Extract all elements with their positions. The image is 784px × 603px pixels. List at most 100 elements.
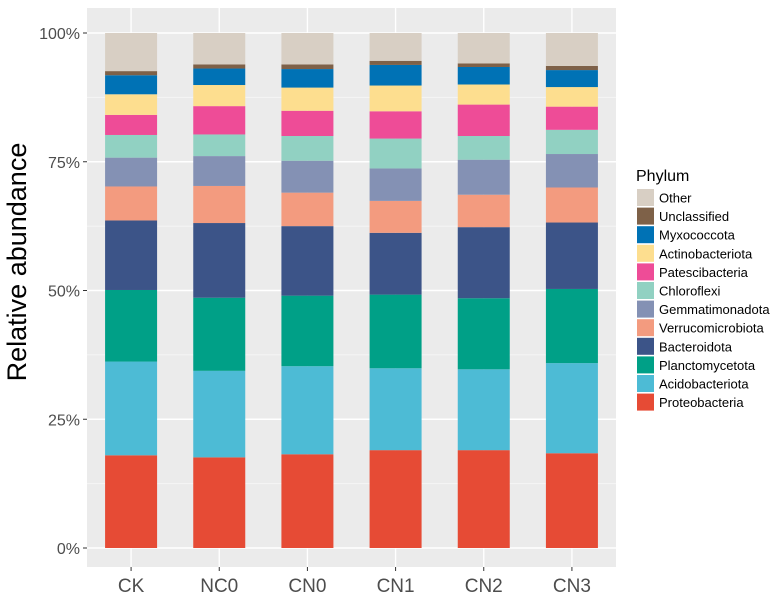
bar-segment-gemmatimonadota-cn1 bbox=[369, 168, 422, 201]
bar-segment-patescibacteria-cn2 bbox=[457, 104, 510, 136]
bar-segment-planctomycetota-ck bbox=[105, 289, 158, 362]
bar-segment-actinobacteriota-cn3 bbox=[545, 87, 598, 107]
x-tick-label: CK bbox=[118, 576, 145, 597]
bar-segment-other-cn0 bbox=[281, 33, 334, 65]
bar-segment-proteobacteria-cn3 bbox=[545, 453, 598, 548]
bar-segment-bacteroidota-cn2 bbox=[457, 227, 510, 299]
bar-segment-acidobacteriota-cn3 bbox=[545, 363, 598, 454]
y-tick-label: 75% bbox=[48, 155, 80, 172]
bar-segment-acidobacteriota-ck bbox=[105, 361, 158, 456]
bar-segment-unclassified-cn2 bbox=[457, 63, 510, 67]
bar-segment-chloroflexi-nc0 bbox=[193, 134, 246, 157]
bar-segment-unclassified-cn1 bbox=[369, 60, 422, 65]
legend-swatch bbox=[637, 207, 654, 225]
legend-swatch bbox=[637, 319, 654, 337]
x-tick-label: CN3 bbox=[553, 576, 591, 597]
bar-segment-patescibacteria-cn1 bbox=[369, 111, 422, 139]
bar-segment-actinobacteriota-cn0 bbox=[281, 87, 334, 111]
bar-segment-verrucomicrobiota-cn1 bbox=[369, 200, 422, 233]
x-tick-label: NC0 bbox=[200, 576, 238, 597]
bar-segment-gemmatimonadota-cn0 bbox=[281, 160, 334, 193]
x-tick-label: CN1 bbox=[377, 576, 415, 597]
bar-segment-patescibacteria-ck bbox=[105, 114, 158, 135]
bar-segment-myxococcota-cn0 bbox=[281, 69, 334, 88]
bar-segment-actinobacteriota-nc0 bbox=[193, 85, 246, 107]
bar-segment-chloroflexi-ck bbox=[105, 134, 158, 158]
x-axis: CK NC0 CN0 CN1 CN2 CN3 bbox=[118, 567, 591, 597]
legend-swatch bbox=[637, 375, 654, 392]
legend-label: Other bbox=[659, 191, 692, 206]
bar-segment-unclassified-cn0 bbox=[281, 64, 334, 70]
bar-segment-actinobacteriota-cn2 bbox=[457, 84, 510, 105]
bar-segment-chloroflexi-cn2 bbox=[457, 136, 510, 160]
legend-swatch bbox=[637, 300, 654, 318]
legend-swatch bbox=[637, 263, 654, 281]
legend-swatch bbox=[637, 393, 654, 411]
bar-segment-proteobacteria-nc0 bbox=[193, 457, 246, 548]
legend-swatch bbox=[637, 282, 654, 299]
x-tick-label: CN2 bbox=[465, 576, 503, 597]
legend-label: Planctomycetota bbox=[659, 358, 756, 373]
bar-segment-bacteroidota-nc0 bbox=[193, 223, 246, 298]
legend: Phylum Other Unclassified Myxococcota Actin… bbox=[636, 168, 770, 411]
bar-segment-planctomycetota-nc0 bbox=[193, 297, 246, 371]
legend-label: Proteobacteria bbox=[659, 395, 744, 410]
bar-segment-patescibacteria-nc0 bbox=[193, 106, 246, 135]
bar-segment-unclassified-cn3 bbox=[545, 65, 598, 71]
bar-segment-planctomycetota-cn3 bbox=[545, 288, 598, 364]
legend-label: Myxococcota bbox=[659, 228, 736, 243]
bar-segment-acidobacteriota-cn0 bbox=[281, 366, 334, 455]
bar-segment-gemmatimonadota-ck bbox=[105, 157, 158, 187]
bar-segment-gemmatimonadota-cn3 bbox=[545, 154, 598, 188]
bar-segment-other-nc0 bbox=[193, 33, 246, 65]
bar-segment-proteobacteria-cn0 bbox=[281, 454, 334, 548]
y-tick-label: 50% bbox=[48, 284, 80, 301]
bar-segment-chloroflexi-cn3 bbox=[545, 129, 598, 155]
bar-segment-acidobacteriota-cn2 bbox=[457, 369, 510, 451]
bar-segment-planctomycetota-cn1 bbox=[369, 294, 422, 369]
bar-segment-verrucomicrobiota-nc0 bbox=[193, 185, 246, 224]
x-tick-label: CN0 bbox=[288, 576, 326, 597]
bar-segment-other-cn2 bbox=[457, 33, 510, 64]
bar-segment-myxococcota-cn2 bbox=[457, 66, 510, 85]
bar-segment-myxococcota-ck bbox=[105, 75, 158, 95]
bar-segment-acidobacteriota-cn1 bbox=[369, 368, 422, 451]
legend-label: Verrucomicrobiota bbox=[659, 321, 765, 336]
legend-label: Gemmatimonadota bbox=[659, 302, 770, 317]
bars-group bbox=[105, 33, 598, 548]
bar-segment-bacteroidota-cn0 bbox=[281, 226, 334, 296]
bar-segment-acidobacteriota-nc0 bbox=[193, 370, 246, 458]
bar-segment-chloroflexi-cn1 bbox=[369, 138, 422, 169]
y-axis-label: Relative abundance bbox=[2, 143, 32, 382]
bar-segment-unclassified-ck bbox=[105, 71, 158, 76]
plot-panel bbox=[87, 8, 616, 567]
legend-label: Acidobacteriota bbox=[659, 377, 749, 392]
bar-segment-verrucomicrobiota-ck bbox=[105, 186, 158, 221]
legend-label: Unclassified bbox=[659, 209, 729, 224]
legend-label: Actinobacteriota bbox=[659, 246, 753, 261]
bar-segment-verrucomicrobiota-cn3 bbox=[545, 187, 598, 223]
legend-label: Patescibacteria bbox=[659, 265, 749, 280]
bar-segment-verrucomicrobiota-cn0 bbox=[281, 192, 334, 227]
legend-label: Chloroflexi bbox=[659, 284, 721, 299]
bar-segment-chloroflexi-cn0 bbox=[281, 136, 334, 161]
y-tick-label: 25% bbox=[48, 412, 80, 429]
legend-swatch bbox=[637, 244, 654, 262]
legend-swatch bbox=[637, 189, 654, 206]
bar-segment-patescibacteria-cn3 bbox=[545, 106, 598, 130]
bar-segment-planctomycetota-cn2 bbox=[457, 298, 510, 370]
bar-segment-myxococcota-cn3 bbox=[545, 70, 598, 88]
y-tick-label: 100% bbox=[39, 26, 80, 43]
bar-segment-unclassified-nc0 bbox=[193, 64, 246, 69]
legend-title: Phylum bbox=[636, 168, 689, 185]
legend-swatch bbox=[637, 356, 654, 374]
bar-segment-actinobacteriota-ck bbox=[105, 94, 158, 115]
bar-segment-myxococcota-nc0 bbox=[193, 68, 246, 86]
bar-segment-other-ck bbox=[105, 33, 158, 72]
bar-segment-bacteroidota-ck bbox=[105, 220, 158, 290]
bar-segment-actinobacteriota-cn1 bbox=[369, 85, 422, 112]
legend-label: Bacteroidota bbox=[659, 339, 733, 354]
bar-segment-proteobacteria-ck bbox=[105, 455, 158, 548]
bar-segment-bacteroidota-cn1 bbox=[369, 232, 422, 295]
